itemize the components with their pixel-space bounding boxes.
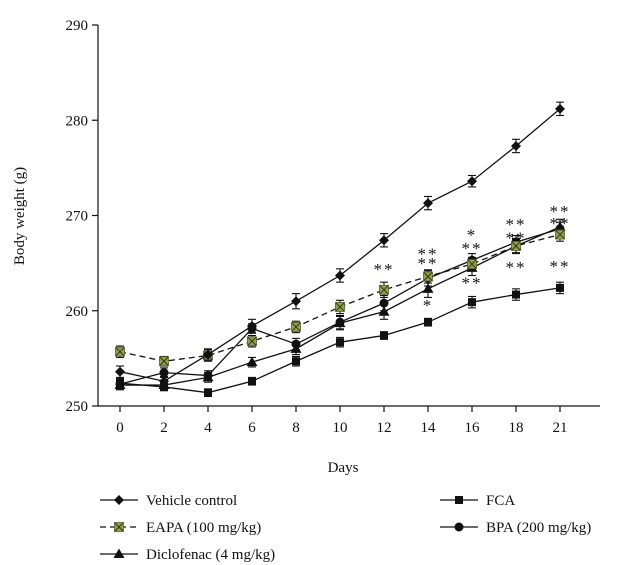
- legend-marker: [114, 495, 124, 505]
- data-point: [555, 103, 565, 114]
- axes: 250 260 270 280 290 0 2 4 6 8 10 12 14 16 18 21: [66, 18, 600, 436]
- x-tick-label: 12: [377, 420, 392, 436]
- data-point: [468, 298, 476, 307]
- legend-label: BPA (200 mg/kg): [486, 520, 591, 536]
- x-axis-label: Days: [328, 460, 359, 476]
- significance-star: *: [467, 226, 478, 245]
- significance-star: **: [550, 257, 571, 276]
- significance-star: **: [550, 214, 571, 233]
- significance-star: **: [418, 254, 439, 273]
- data-point: [424, 318, 432, 327]
- data-point: [423, 271, 433, 282]
- data-point: [423, 198, 433, 209]
- data-point: [159, 376, 169, 387]
- data-point: [116, 379, 124, 388]
- data-point: [202, 371, 214, 382]
- legend-marker: [454, 522, 464, 532]
- data-point: [511, 140, 521, 151]
- data-point: [115, 366, 125, 377]
- series-layer: [114, 101, 566, 398]
- significance-star: **: [550, 202, 571, 221]
- data-point: [556, 283, 564, 292]
- x-tick-label: 10: [333, 420, 348, 436]
- series-3: [115, 227, 565, 367]
- significance-star: *: [423, 296, 434, 315]
- data-point: [554, 221, 566, 231]
- legend: Vehicle control FCA EAPA (100 mg/kg) BPA (2…: [100, 493, 591, 563]
- legend-marker: [455, 496, 463, 504]
- significance-annotations: *************************: [247, 202, 571, 343]
- x-tick-label: 21: [553, 420, 568, 436]
- data-point: [246, 356, 258, 367]
- data-point: [291, 296, 301, 307]
- data-point: [247, 320, 257, 331]
- x-tick-label: 18: [509, 420, 524, 436]
- y-axis-label: Body weight (g): [12, 167, 28, 265]
- legend-label: FCA: [486, 493, 515, 509]
- data-point: [336, 338, 344, 347]
- series-1: [115, 101, 565, 387]
- data-point: [334, 317, 346, 328]
- legend-label: Vehicle control: [146, 493, 237, 509]
- x-tick-label: 2: [160, 420, 168, 436]
- x-tick-label: 14: [421, 420, 437, 436]
- y-tick-label: 290: [66, 18, 89, 34]
- data-point: [247, 336, 257, 347]
- x-tick-label: 0: [116, 420, 124, 436]
- series-2: [116, 281, 564, 398]
- y-tick-label: 250: [66, 399, 89, 415]
- data-point: [204, 388, 212, 397]
- legend-item: EAPA (100 mg/kg): [100, 520, 261, 536]
- x-tick-label: 16: [465, 420, 481, 436]
- legend-item: BPA (200 mg/kg): [440, 520, 591, 536]
- legend-marker: [114, 522, 124, 532]
- legend-label: EAPA (100 mg/kg): [146, 520, 261, 536]
- significance-star: **: [506, 229, 527, 248]
- significance-star: *: [247, 324, 258, 343]
- data-point: [511, 241, 521, 251]
- x-tick-label: 6: [248, 420, 256, 436]
- legend-item: FCA: [440, 493, 515, 509]
- data-point: [512, 290, 520, 299]
- data-point: [248, 377, 256, 386]
- legend-label: Diclofenac (4 mg/kg): [146, 547, 275, 563]
- y-tick-label: 260: [66, 304, 89, 320]
- data-point: [379, 298, 389, 308]
- x-tick-label: 8: [292, 420, 300, 436]
- data-point: [467, 259, 477, 269]
- data-point: [115, 346, 125, 357]
- x-tick-label: 4: [204, 420, 212, 436]
- data-point: [159, 356, 169, 367]
- legend-marker: [113, 548, 125, 558]
- data-point: [555, 229, 565, 240]
- data-point: [335, 302, 345, 312]
- legend-item: Vehicle control: [100, 493, 237, 509]
- significance-star: **: [374, 260, 395, 279]
- data-point: [335, 270, 345, 281]
- data-point: [291, 322, 301, 332]
- data-point: [378, 306, 390, 316]
- y-tick-label: 280: [66, 113, 89, 129]
- data-point: [422, 283, 434, 293]
- legend-item: Diclofenac (4 mg/kg): [100, 547, 275, 563]
- data-point: [467, 176, 477, 187]
- data-point: [203, 349, 213, 360]
- data-point: [379, 235, 389, 246]
- data-point: [159, 368, 169, 378]
- significance-star: **: [506, 215, 527, 234]
- data-point: [379, 284, 389, 295]
- data-point: [290, 343, 302, 353]
- significance-star: **: [418, 245, 439, 264]
- data-point: [380, 331, 388, 340]
- data-point: [160, 382, 168, 391]
- significance-star: **: [462, 273, 483, 292]
- data-point: [292, 357, 300, 366]
- significance-star: **: [506, 258, 527, 277]
- y-tick-label: 270: [66, 209, 89, 225]
- significance-star: **: [462, 239, 483, 258]
